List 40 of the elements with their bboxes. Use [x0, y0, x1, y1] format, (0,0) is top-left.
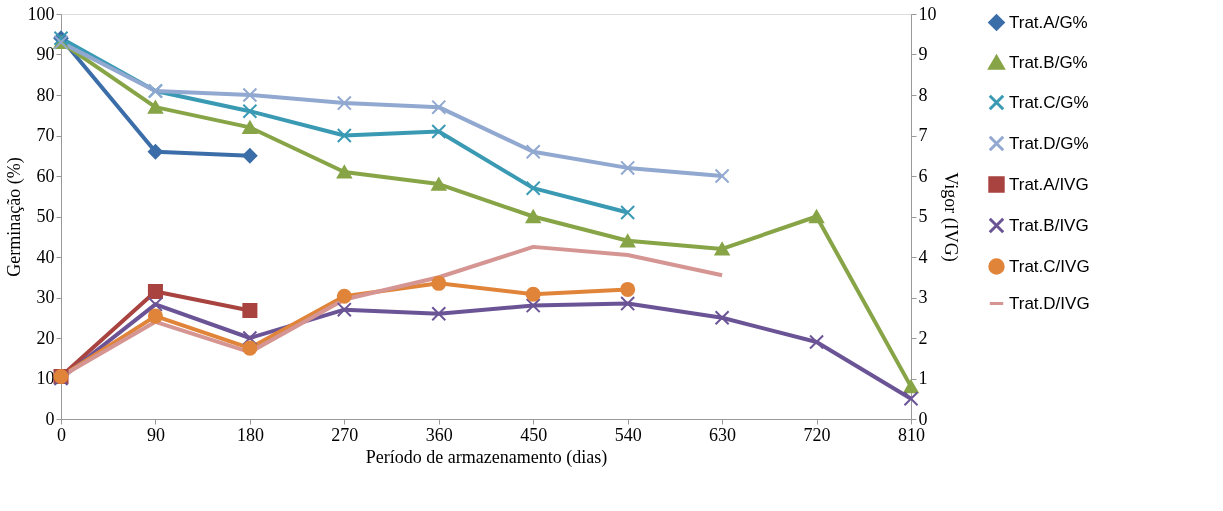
y-tick-label: 60: [36, 165, 55, 186]
y2-tick-label: 4: [918, 246, 928, 267]
legend-label: Trat.C/G%: [1009, 92, 1089, 112]
x-tick-label: 180: [236, 424, 264, 445]
legend-label: Trat.C/IVG: [1009, 256, 1090, 276]
legend-label: Trat.B/G%: [1009, 52, 1088, 72]
x-tick-label: 270: [331, 424, 359, 445]
y2-tick-label: 10: [918, 3, 937, 24]
y-tick-label: 40: [36, 246, 55, 267]
y-axis-title: Germinação (%): [3, 157, 25, 277]
x-tick-label: 360: [425, 424, 453, 445]
y2-tick-label: 9: [918, 44, 928, 64]
y-tick-label: 20: [36, 327, 55, 348]
x-axis-title: Período de armazenamento (dias): [365, 446, 608, 468]
y-tick-label: 0: [45, 408, 55, 429]
x-tick-label: 630: [709, 424, 737, 445]
y-tick-label: 30: [36, 287, 55, 307]
y-tick-label: 100: [27, 3, 55, 24]
y2-tick-label: 3: [918, 287, 928, 307]
legend-label: Trat.B/IVG: [1009, 215, 1089, 235]
y2-axis-title: Vigor (IVG): [939, 172, 961, 262]
x-tick-label: 720: [803, 424, 831, 445]
y2-tick-label: 5: [918, 206, 928, 226]
legend-label: Trat.D/G%: [1009, 133, 1089, 153]
y2-tick-label: 1: [918, 368, 928, 388]
x-tick-label: 540: [614, 424, 642, 445]
x-tick-label: 450: [520, 424, 548, 445]
y-tick-label: 10: [36, 368, 55, 388]
y-tick-label: 70: [36, 125, 55, 145]
y2-tick-label: 2: [918, 327, 928, 348]
x-tick-label: 90: [146, 424, 165, 445]
y2-tick-label: 7: [918, 125, 928, 145]
y2-tick-label: 8: [918, 84, 928, 105]
y2-tick-label: 6: [918, 165, 928, 186]
legend-label: Trat.A/IVG: [1009, 174, 1089, 194]
legend-label: Trat.D/IVG: [1009, 293, 1090, 313]
y-tick-label: 80: [36, 84, 55, 105]
y-tick-label: 90: [36, 44, 55, 64]
y-tick-label: 50: [36, 206, 55, 226]
legend-label: Trat.A/G%: [1009, 12, 1088, 32]
